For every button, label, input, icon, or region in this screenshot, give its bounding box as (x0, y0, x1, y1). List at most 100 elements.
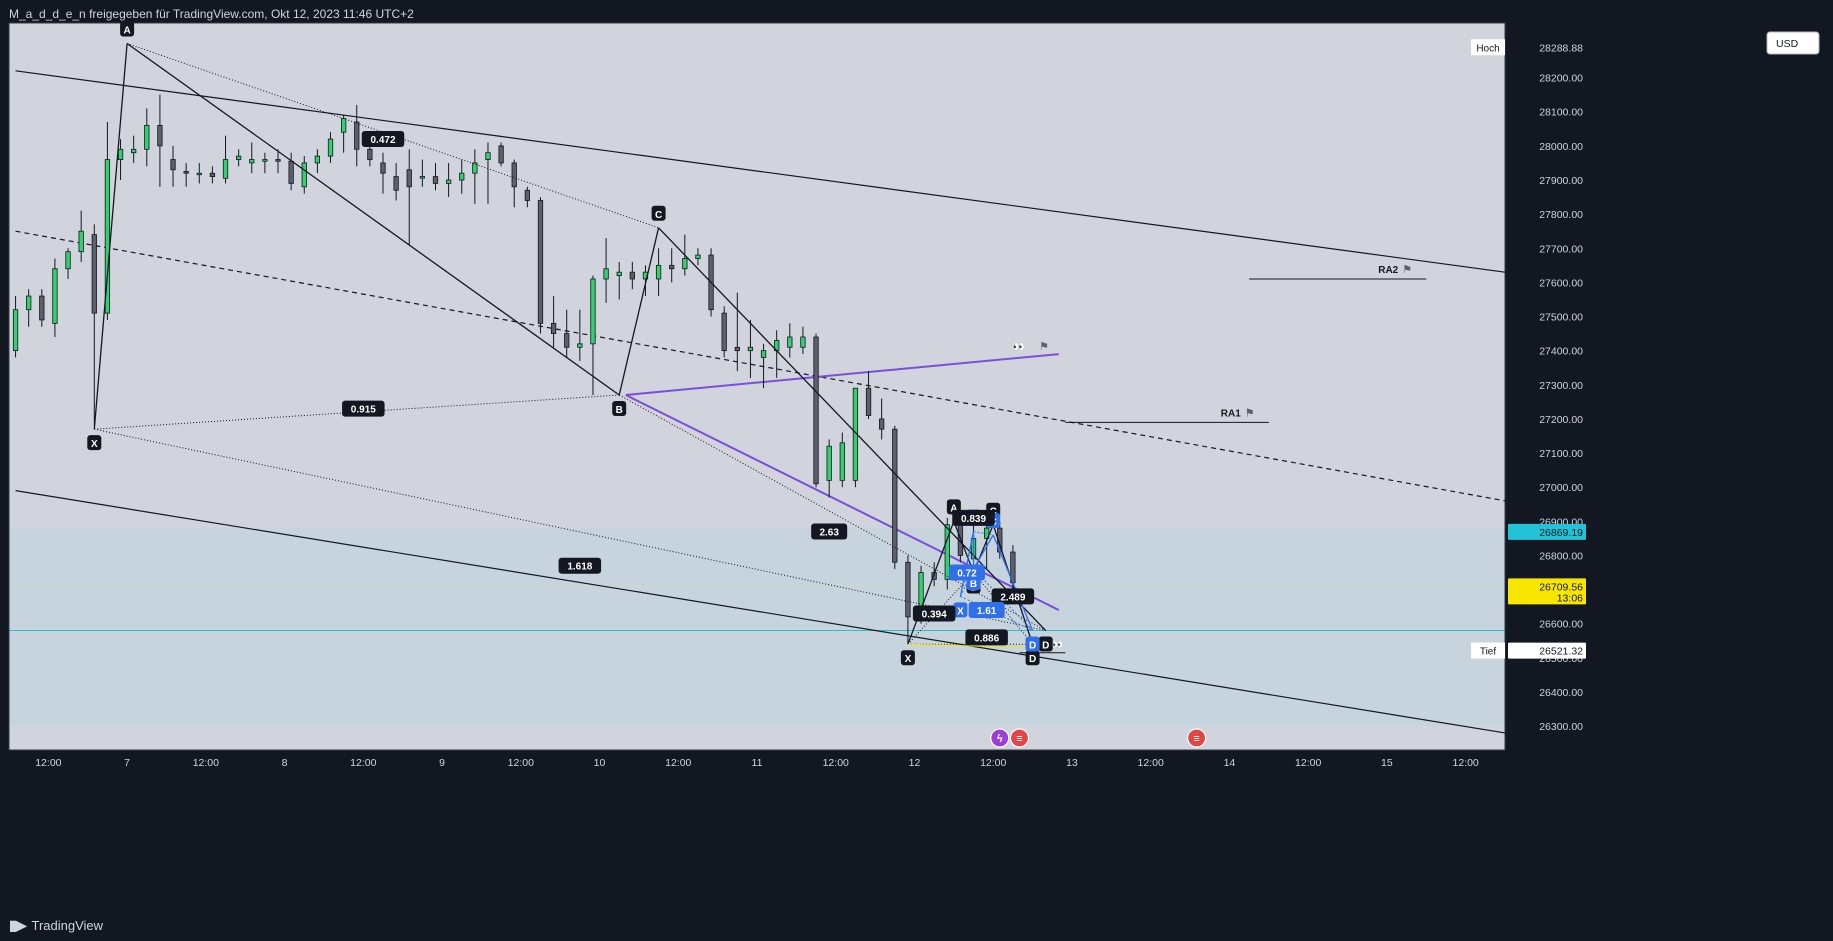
lightning-icon[interactable]: ϟ (990, 728, 1010, 748)
big-pattern-ratio[interactable]: 0.472 (361, 131, 405, 148)
candle[interactable] (826, 439, 832, 498)
big-pattern-point-b[interactable]: B (612, 401, 627, 417)
low-price-tag[interactable]: 26521.32 Tief (1471, 642, 1586, 659)
big-pattern-point-c[interactable]: C (651, 205, 666, 221)
candle[interactable] (12, 296, 19, 358)
candle[interactable] (892, 425, 898, 570)
candle[interactable] (380, 152, 386, 194)
candle[interactable] (26, 289, 32, 327)
candle[interactable] (905, 555, 911, 645)
candle[interactable] (590, 275, 596, 396)
candle[interactable] (485, 142, 491, 204)
candle[interactable] (249, 142, 255, 174)
candle[interactable] (498, 142, 504, 167)
candle[interactable] (39, 289, 45, 327)
candle[interactable] (800, 326, 806, 355)
candle[interactable] (747, 319, 754, 378)
candle[interactable] (695, 248, 701, 266)
candle[interactable] (314, 149, 321, 174)
blue-pattern-ratio[interactable]: 1.61 (968, 602, 1005, 619)
small-pattern-point-x[interactable]: X (900, 650, 915, 666)
candle[interactable] (865, 371, 872, 419)
candle-body (341, 118, 347, 133)
candle[interactable] (944, 517, 950, 590)
candle[interactable] (813, 333, 819, 488)
candle[interactable] (354, 104, 360, 167)
blue-pattern-ratio[interactable]: 0.72 (948, 564, 985, 581)
candle[interactable] (432, 162, 439, 191)
small-pattern-ratio[interactable]: 0.886 (965, 629, 1008, 646)
candle[interactable] (655, 248, 662, 297)
candle[interactable] (511, 159, 517, 208)
candle[interactable] (459, 159, 465, 194)
candle[interactable] (183, 162, 189, 187)
us-flag-icon[interactable]: ≡ (1187, 728, 1207, 748)
candle[interactable] (341, 115, 347, 153)
candle[interactable] (550, 296, 557, 348)
candle-body (669, 264, 675, 270)
small-pattern-ratio[interactable]: 0.839 (952, 509, 995, 526)
candle[interactable] (445, 162, 452, 198)
small-pattern-point-d[interactable]: D (1025, 650, 1040, 666)
candle[interactable] (616, 261, 622, 300)
candle[interactable] (419, 159, 425, 187)
big-pattern-leg (618, 227, 660, 396)
candle[interactable] (537, 197, 544, 334)
candle[interactable] (760, 343, 767, 389)
candle[interactable] (721, 306, 727, 358)
candle[interactable] (104, 121, 111, 320)
candle[interactable] (275, 149, 281, 174)
big-pattern-point-d[interactable]: D (1038, 636, 1053, 652)
candle[interactable] (852, 387, 859, 488)
candle[interactable] (157, 94, 163, 187)
candle[interactable] (564, 309, 570, 358)
candle[interactable] (170, 145, 176, 187)
candle[interactable] (222, 135, 229, 184)
candle[interactable] (196, 162, 202, 184)
big-pattern-ratio[interactable]: 2.63 (811, 523, 848, 540)
big-pattern-point-a[interactable]: A (120, 21, 135, 37)
us-flag-icon[interactable]: ≡ (1009, 728, 1030, 748)
high-price-tag[interactable]: 28288.88 Hoch (1471, 39, 1586, 56)
currency-button[interactable]: USD (1766, 31, 1820, 55)
big-pattern-point-x[interactable]: X (87, 435, 102, 451)
candle[interactable] (262, 152, 268, 174)
big-pattern-ratio[interactable]: 1.618 (558, 557, 602, 574)
point-badge (87, 435, 102, 451)
blue-pattern-point-x[interactable]: X (953, 602, 968, 618)
candle[interactable] (472, 149, 478, 204)
cyan-price-tag[interactable]: 26869.19 (1508, 523, 1586, 540)
ratio-badge (342, 400, 385, 417)
candle[interactable] (787, 323, 793, 358)
candle[interactable] (301, 156, 307, 194)
candle-body (117, 148, 124, 160)
big-pattern-ratio[interactable]: 0.915 (342, 400, 385, 417)
candle[interactable] (209, 166, 216, 184)
candle[interactable] (52, 258, 58, 338)
candle[interactable] (524, 186, 530, 208)
candle[interactable] (393, 162, 399, 201)
candle[interactable] (879, 398, 885, 440)
candle[interactable] (629, 261, 635, 290)
candle[interactable] (236, 149, 242, 167)
candle[interactable] (669, 248, 675, 283)
candle[interactable] (78, 210, 84, 262)
candle[interactable] (603, 238, 609, 303)
candle[interactable] (91, 224, 97, 426)
candle[interactable] (577, 309, 583, 361)
small-pattern-ratio[interactable]: 2.489 (991, 588, 1035, 605)
tradingview-logo[interactable]: ▮▶ TradingView (9, 917, 103, 934)
candle[interactable] (144, 108, 150, 167)
candle[interactable] (327, 132, 334, 163)
small-pattern-ratio[interactable]: 0.394 (912, 605, 956, 622)
candle[interactable] (131, 135, 137, 163)
candle[interactable] (65, 248, 71, 279)
x-tick-label: 7 (124, 757, 130, 769)
candle[interactable] (839, 432, 845, 488)
x-tick-label: 12:00 (1295, 757, 1321, 769)
blue-pattern-point-d[interactable]: D (1025, 636, 1040, 652)
candle[interactable] (734, 292, 740, 372)
candle[interactable] (406, 149, 412, 245)
